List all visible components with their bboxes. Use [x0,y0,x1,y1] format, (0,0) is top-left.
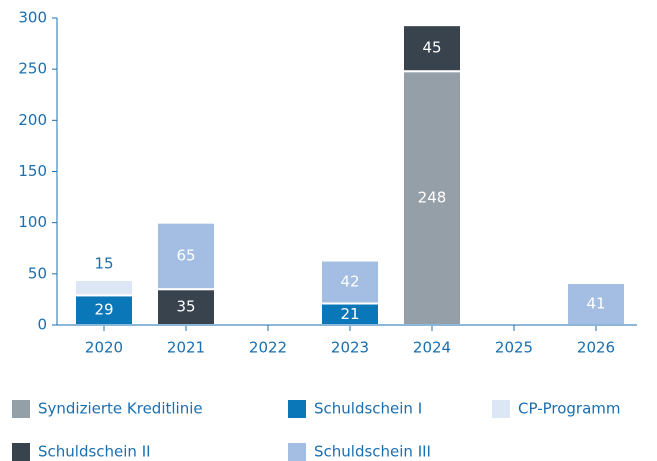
legend-swatch [12,400,30,418]
data-label: 29 [94,301,113,319]
legend-label: CP-Programm [518,400,621,418]
data-label: 42 [340,273,359,291]
legend-swatch [288,400,306,418]
legend-label: Schuldschein III [314,443,431,461]
legend-swatch [492,400,510,418]
x-tick-label: 2023 [331,339,369,357]
x-tick-label: 2022 [249,339,287,357]
legend-swatch [288,443,306,461]
x-tick-label: 2025 [495,339,533,357]
x-tick-label: 2021 [167,339,205,357]
data-label: 248 [418,189,447,207]
y-tick-label: 300 [18,9,47,27]
y-tick-label: 200 [18,111,47,129]
data-label: 45 [422,39,441,57]
y-tick-label: 150 [18,162,47,180]
bar-segment [402,70,462,326]
bar-segment [402,24,462,73]
bar-segment [74,278,134,297]
x-tick-label: 2020 [85,339,123,357]
bar-segment [156,221,216,291]
data-label: 65 [176,246,195,264]
x-tick-label: 2024 [413,339,451,357]
y-tick-label: 50 [28,264,47,282]
y-tick-label: 0 [37,316,47,334]
data-label: 15 [94,254,113,272]
legend-label: Schuldschein II [38,443,151,461]
x-tick-label: 2026 [577,339,615,357]
legend-label: Syndizierte Kreditlinie [38,400,203,418]
data-label: 35 [176,298,195,316]
y-tick-label: 100 [18,213,47,231]
legend-swatch [12,443,30,461]
data-label: 21 [340,305,359,323]
bar-segment [320,259,380,305]
data-label: 41 [586,295,605,313]
legend-label: Schuldschein I [314,400,422,418]
bar-segment [566,282,626,326]
y-tick-label: 250 [18,60,47,78]
